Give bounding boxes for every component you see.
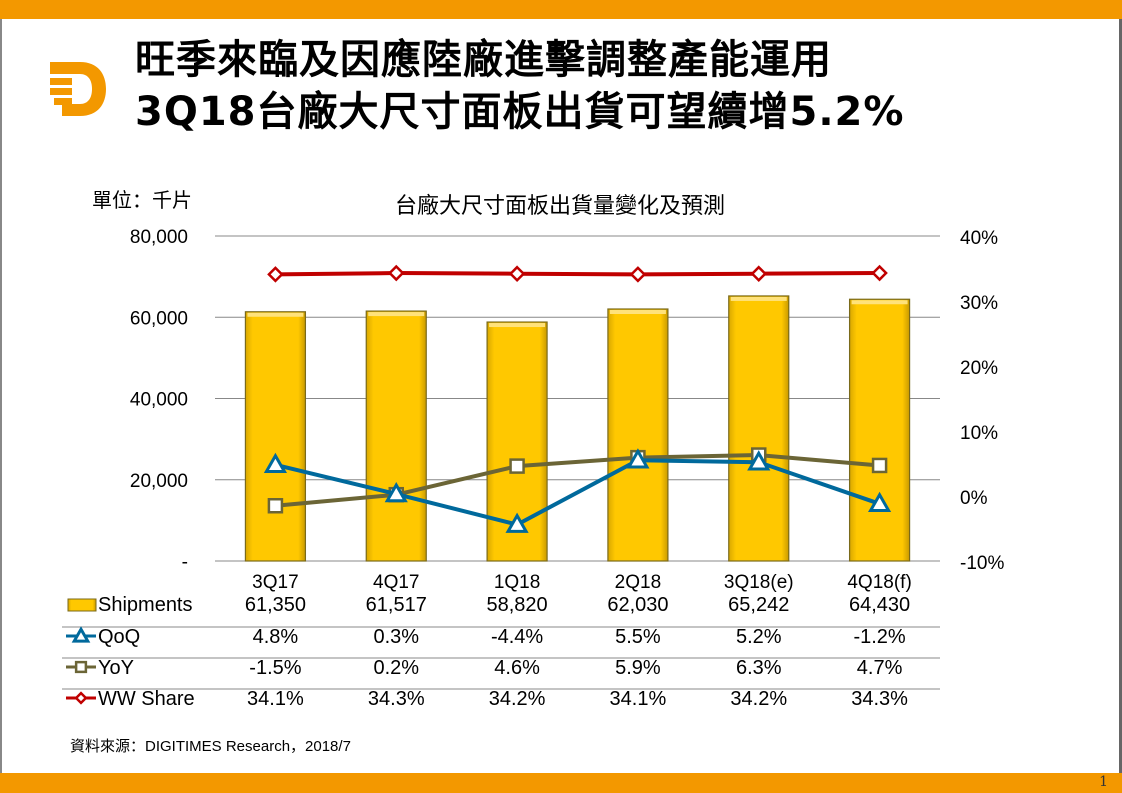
- y-left-tick-label: -: [182, 552, 188, 573]
- right-border: [1119, 19, 1122, 773]
- table-cell-qoq: 4.8%: [253, 626, 299, 648]
- table-cell-yoy: 4.7%: [857, 657, 903, 679]
- y-left-tick-label: 80,000: [130, 227, 188, 248]
- y-right-tick-label: -10%: [960, 553, 1004, 574]
- y-right-tick-label: 0%: [960, 488, 988, 509]
- x-category-label: 4Q17: [373, 572, 419, 593]
- ww-share-line: [275, 271, 880, 277]
- shipments-bar: [728, 295, 790, 562]
- chart-title: 台廠大尺寸面板出貨量變化及預測: [394, 193, 725, 218]
- table-cell-qoq: 5.2%: [736, 626, 782, 648]
- y-left-tick-label: 20,000: [130, 471, 188, 492]
- shipments-bar: [607, 308, 669, 562]
- table-cell-qoq: 5.5%: [615, 626, 661, 648]
- table-cell-ww-share: 34.3%: [368, 688, 425, 710]
- x-category-label: 4Q18(f): [847, 572, 911, 593]
- bar-highlight: [851, 300, 908, 305]
- table-cell-ww-share: 34.2%: [730, 688, 787, 710]
- table-cell-ww-share: 34.1%: [247, 688, 304, 710]
- yoy-line: [275, 453, 880, 508]
- bar-highlight: [368, 312, 425, 317]
- yoy-legend-marker: [74, 660, 88, 674]
- bar-highlight: [730, 296, 787, 301]
- ww-share-marker: [508, 265, 526, 282]
- left-border: [0, 19, 2, 773]
- qoq-marker: [384, 482, 408, 503]
- unit-label: 單位：千片: [92, 190, 192, 212]
- legend-label-yoy: YoY: [98, 657, 134, 679]
- qoq-marker: [626, 448, 650, 469]
- table-cell-shipments: 61,350: [245, 594, 306, 616]
- table-cell-ww-share: 34.2%: [489, 688, 546, 710]
- x-category-label: 3Q18(e): [724, 572, 794, 593]
- ww-share-marker: [629, 266, 647, 283]
- y-right-tick-label: 10%: [960, 423, 998, 444]
- page-number: 1: [1099, 774, 1108, 790]
- qoq-marker: [263, 452, 288, 474]
- yoy-marker: [871, 457, 888, 474]
- table-cell-ww-share: 34.1%: [610, 688, 667, 710]
- table-cell-shipments: 58,820: [486, 594, 547, 616]
- table-cell-shipments: 65,242: [728, 594, 789, 616]
- table-cell-ww-share: 34.3%: [851, 688, 908, 710]
- qoq-legend-marker: [71, 626, 91, 643]
- table-cell-qoq: -1.2%: [853, 626, 905, 648]
- top-accent-bar: [0, 0, 1122, 19]
- ww-share-marker: [871, 264, 888, 282]
- shipments-bar: [365, 310, 427, 562]
- y-right-tick-label: 40%: [960, 228, 998, 249]
- x-category-label: 2Q18: [615, 572, 661, 593]
- table-cell-yoy: 4.6%: [494, 657, 540, 679]
- shipments-bar: [848, 298, 911, 562]
- page-title: 旺季來臨及因應陸廠進擊調整產能運用 3Q18台廠大尺寸面板出貨可望續增5.2%: [135, 34, 904, 138]
- qoq-line: [274, 458, 881, 527]
- legend-label-ww-share: WW Share: [98, 688, 195, 710]
- bar-highlight: [489, 323, 546, 328]
- y-right-tick-label: 20%: [960, 358, 998, 379]
- x-category-label: 1Q18: [494, 572, 540, 593]
- table-cell-qoq: 0.3%: [373, 626, 419, 648]
- y-left-tick-label: 40,000: [130, 390, 188, 411]
- table-cell-yoy: -1.5%: [249, 657, 301, 679]
- table-cell-yoy: 5.9%: [615, 657, 661, 679]
- bottom-accent-bar: [0, 773, 1122, 793]
- title-line-1: 旺季來臨及因應陸廠進擊調整產能運用: [135, 37, 832, 83]
- table-cell-shipments: 64,430: [849, 594, 910, 616]
- ww-share-legend-marker: [74, 691, 88, 705]
- table-cell-shipments: 62,030: [607, 594, 668, 616]
- qoq-marker: [747, 450, 771, 471]
- yoy-marker: [509, 458, 525, 474]
- y-right-tick-label: 30%: [960, 293, 998, 314]
- source-note: 資料來源：DIGITIMES Research，2018/7: [70, 738, 351, 755]
- table-cell-yoy: 6.3%: [736, 657, 782, 679]
- ww-share-marker: [267, 266, 284, 283]
- legend-label-qoq: QoQ: [98, 626, 140, 648]
- title-line-2: 3Q18台廠大尺寸面板出貨可望續增5.2%: [135, 89, 905, 135]
- yoy-marker: [267, 498, 284, 514]
- bar-highlight: [247, 312, 304, 317]
- table-cell-yoy: 0.2%: [373, 657, 419, 679]
- x-category-label: 3Q17: [252, 572, 298, 593]
- table-cell-qoq: -4.4%: [491, 626, 543, 648]
- legend-label-shipments: Shipments: [98, 594, 193, 616]
- ww-share-marker: [750, 265, 768, 282]
- digitimes-logo-icon: [50, 62, 106, 116]
- y-left-tick-label: 60,000: [130, 308, 188, 329]
- qoq-marker: [505, 512, 529, 533]
- bar-highlight: [609, 310, 666, 315]
- ww-share-marker: [387, 264, 405, 282]
- shipments-legend-key: [67, 598, 97, 612]
- shipments-bar: [244, 311, 307, 562]
- qoq-marker: [867, 491, 892, 513]
- table-cell-shipments: 61,517: [366, 594, 427, 616]
